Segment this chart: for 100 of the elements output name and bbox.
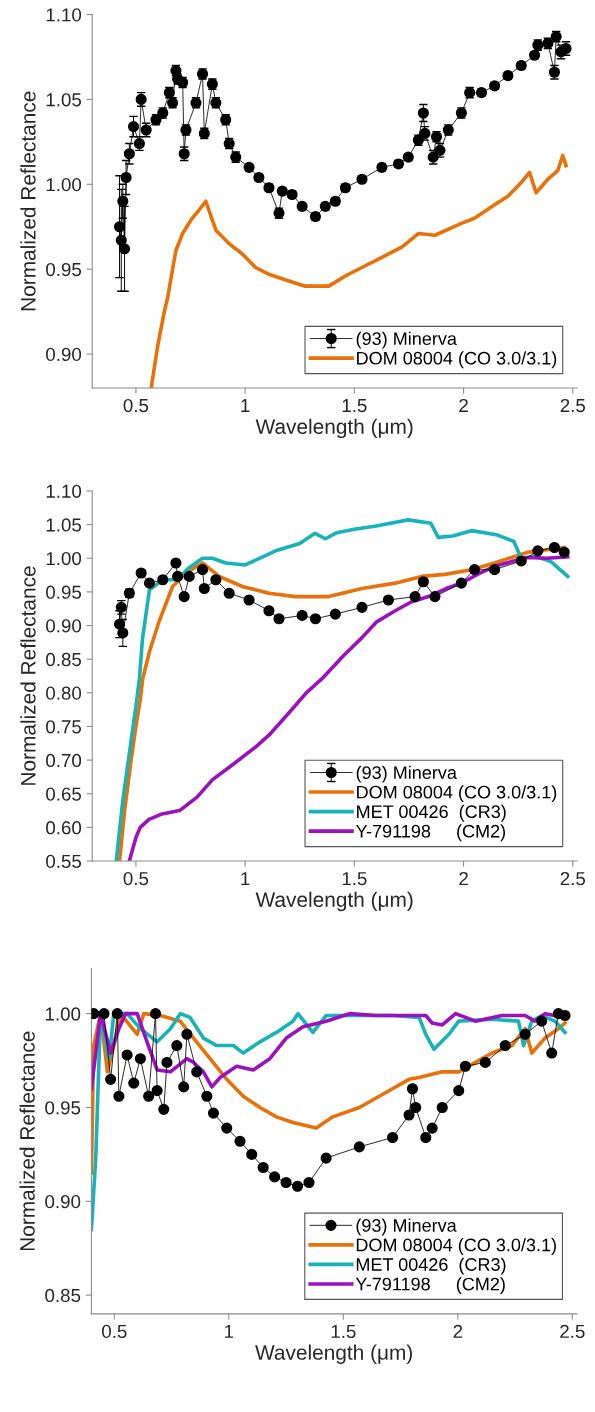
- point: [296, 609, 308, 621]
- point: [420, 1131, 432, 1144]
- point: [273, 613, 285, 625]
- point: [98, 1008, 110, 1020]
- point: [157, 574, 169, 586]
- y-axis-title: Normalized Reflectance: [19, 1031, 35, 1251]
- x-tick-label: 0.5: [123, 398, 149, 413]
- y-tick-label: 1.10: [46, 8, 82, 22]
- y-tick-label: 1.10: [46, 484, 82, 498]
- y-tick-label: 1.00: [46, 551, 82, 566]
- line-series: [149, 153, 568, 389]
- point: [532, 545, 544, 557]
- point: [489, 564, 501, 576]
- point: [515, 555, 527, 567]
- x-tick-label: 1: [241, 872, 250, 886]
- x-axis-title: Wavelength (μm): [255, 1344, 412, 1364]
- point: [149, 1008, 162, 1020]
- x-tick-label: 1: [241, 399, 250, 413]
- point: [111, 1008, 123, 1020]
- y-tick-label: 1.00: [45, 1007, 81, 1021]
- x-axis-title: Wavelength (μm): [255, 891, 413, 912]
- y-axis-title: Normalized Reflectance: [20, 91, 36, 311]
- point: [499, 1040, 511, 1052]
- y-tick-label: 0.85: [46, 652, 82, 667]
- point: [183, 570, 195, 582]
- x-tick-label: 2: [459, 398, 468, 413]
- y-tick-label: 1.05: [46, 518, 82, 532]
- y-tick-label: 0.80: [46, 686, 82, 700]
- y-tick-label: 0.90: [45, 1194, 81, 1209]
- point: [453, 1085, 465, 1097]
- point: [410, 1101, 422, 1114]
- point: [198, 582, 210, 595]
- point: [143, 1090, 155, 1102]
- y-axis-title: Normalized Reflectance: [20, 566, 36, 785]
- point: [210, 574, 222, 586]
- y-tick-label: 0.95: [45, 1101, 81, 1115]
- legend-label: MET 00426 (CR3): [357, 804, 506, 822]
- point: [558, 546, 570, 558]
- point: [291, 1180, 304, 1192]
- y-tick-label: 0.95: [46, 585, 82, 599]
- point: [201, 1090, 213, 1102]
- point: [113, 618, 126, 630]
- point: [303, 1176, 315, 1189]
- point: [158, 1103, 170, 1115]
- y-tick-label: 0.70: [46, 753, 82, 768]
- point: [234, 1135, 246, 1147]
- x-tick-label: 1: [225, 1324, 234, 1338]
- point: [546, 1047, 558, 1059]
- point: [170, 557, 182, 569]
- x-tick-label: 2: [453, 1324, 463, 1338]
- point: [536, 1015, 548, 1027]
- y-tick-label: 0.55: [46, 854, 82, 869]
- point: [223, 587, 235, 599]
- point: [436, 1101, 448, 1114]
- legend-label: (93) Minerva: [356, 765, 457, 783]
- point: [257, 1161, 269, 1174]
- x-tick-label: 0.5: [123, 871, 149, 886]
- point: [117, 627, 129, 639]
- y-tick-label: 0.65: [46, 787, 82, 801]
- legend-label: Y-791198 (CM2): [355, 1277, 505, 1294]
- point: [196, 564, 209, 576]
- point: [151, 1085, 163, 1097]
- point: [479, 1056, 491, 1069]
- y-tick-label: 0.90: [46, 619, 82, 633]
- point: [329, 608, 341, 620]
- x-axis-title: Wavelength (μm): [255, 418, 413, 439]
- point: [406, 1083, 419, 1095]
- point: [353, 1141, 365, 1153]
- point: [191, 1066, 203, 1078]
- point: [403, 1109, 415, 1121]
- point: [172, 570, 184, 582]
- point: [161, 1056, 173, 1069]
- point: [246, 1148, 258, 1160]
- point: [429, 591, 441, 603]
- point: [105, 1073, 117, 1085]
- y-tick-label: 0.90: [46, 347, 82, 362]
- point: [280, 1176, 292, 1189]
- x-tick-label: 1.5: [342, 399, 367, 413]
- x-tick-label: 1.5: [342, 872, 367, 886]
- legend-label: DOM 08004 (CO 3.0/3.1): [357, 351, 557, 369]
- point: [382, 594, 394, 606]
- x-tick-label: 2.5: [560, 1324, 585, 1339]
- point: [178, 591, 190, 603]
- point: [320, 1152, 332, 1164]
- legend-label: (93) Minerva: [356, 331, 457, 349]
- y-tick-label: 1.05: [46, 93, 82, 107]
- point: [386, 1131, 399, 1144]
- point: [178, 1081, 190, 1093]
- point: [548, 541, 560, 554]
- y-tick-label: 0.85: [45, 1288, 81, 1303]
- y-tick-label: 0.60: [46, 821, 82, 835]
- legend-label: DOM 08004 (CO 3.0/3.1): [356, 1238, 556, 1255]
- point: [221, 1122, 233, 1134]
- x-tick-label: 0.5: [102, 1324, 127, 1339]
- legend-label: (93) Minerva: [356, 1218, 457, 1236]
- point: [356, 601, 368, 613]
- x-tick-label: 2.5: [560, 871, 586, 886]
- point: [409, 591, 421, 603]
- x-tick-label: 1.5: [331, 1324, 356, 1339]
- point: [243, 594, 255, 606]
